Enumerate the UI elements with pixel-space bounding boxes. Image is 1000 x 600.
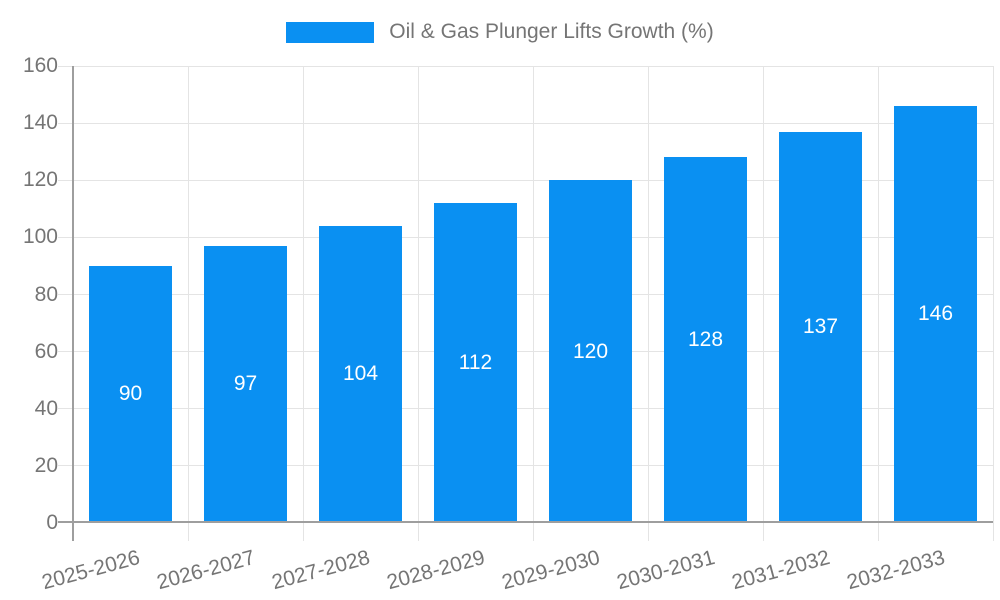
bar-value-label: 90 <box>118 382 143 406</box>
x-tick-label: 2032-2033 <box>844 546 948 595</box>
plot-area: 90 97 104 112 120 128 137 146 <box>58 65 994 541</box>
x-tick-label: 2031-2032 <box>729 546 833 595</box>
bar <box>894 105 977 523</box>
chart-legend: Oil & Gas Plunger Lifts Growth (%) <box>0 20 1000 44</box>
y-tick-label: 40 <box>34 396 58 420</box>
y-tick-label: 0 <box>46 511 58 534</box>
h-gridline <box>58 465 993 467</box>
h-gridline <box>58 122 993 124</box>
bar <box>549 180 632 523</box>
v-gridline <box>187 66 189 541</box>
bar <box>319 225 402 523</box>
y-axis-line <box>72 66 74 541</box>
x-axis-line <box>58 521 993 523</box>
y-tick-label: 60 <box>34 339 58 363</box>
bar <box>89 265 172 523</box>
h-gridline <box>58 236 993 238</box>
bar <box>204 245 287 523</box>
v-gridline <box>302 66 304 541</box>
bar <box>779 131 862 523</box>
bar-value-label: 128 <box>687 328 724 352</box>
bar-value-label: 104 <box>342 362 379 386</box>
bar-value-label: 137 <box>802 315 839 339</box>
x-tick-label: 2030-2031 <box>614 546 718 595</box>
h-gridline <box>58 65 993 67</box>
y-tick-label: 80 <box>34 282 58 306</box>
legend-color-swatch-icon <box>286 21 375 43</box>
x-tick-label: 2027-2028 <box>269 546 373 595</box>
v-gridline <box>992 66 994 541</box>
h-gridline <box>58 351 993 353</box>
x-tick-label: 2026-2027 <box>154 546 258 595</box>
x-tick-label: 2028-2029 <box>384 546 488 595</box>
bar-value-label: 112 <box>458 351 493 375</box>
bar <box>664 157 747 523</box>
bar <box>434 203 517 523</box>
bar-value-label: 97 <box>233 372 258 396</box>
v-gridline <box>877 66 879 541</box>
y-tick-label: 100 <box>22 225 58 249</box>
h-gridline <box>58 179 993 181</box>
legend-series-label: Oil & Gas Plunger Lifts Growth (%) <box>389 20 714 43</box>
h-gridline <box>58 408 993 410</box>
x-tick-label: 2029-2030 <box>499 546 603 595</box>
bar-value-label: 120 <box>572 339 609 363</box>
h-gridline <box>58 294 993 295</box>
v-gridline <box>647 66 649 541</box>
bar-value-label: 146 <box>917 302 954 326</box>
y-tick-label: 120 <box>22 168 58 192</box>
y-tick-label: 140 <box>22 111 58 135</box>
v-gridline <box>417 66 419 541</box>
v-gridline <box>762 66 764 541</box>
v-gridline <box>532 66 534 541</box>
x-tick-label: 2025-2026 <box>39 546 143 595</box>
y-tick-label: 20 <box>34 453 58 477</box>
y-tick-label: 160 <box>22 54 58 77</box>
